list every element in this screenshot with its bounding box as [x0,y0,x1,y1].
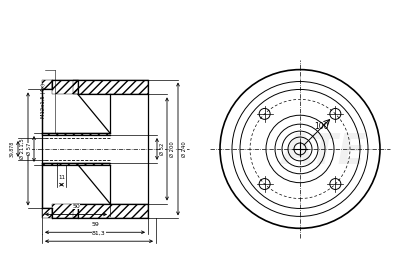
Text: 24.0220-0018.1   480019: 24.0220-0018.1 480019 [84,7,316,25]
Text: 59: 59 [91,222,99,227]
Text: 100: 100 [314,122,328,131]
Text: M12x1,5 (4x): M12x1,5 (4x) [40,83,46,118]
Text: Ø 240: Ø 240 [182,141,186,157]
Text: 81,3: 81,3 [92,231,106,236]
Text: 11: 11 [58,175,65,180]
Text: 39,878: 39,878 [10,141,14,157]
Text: Ø 57: Ø 57 [26,143,32,155]
Text: Ø 200: Ø 200 [170,141,174,157]
Text: ATE: ATE [282,131,367,173]
Text: Ø 52: Ø 52 [160,143,164,155]
Text: 50: 50 [72,205,80,209]
Text: Ø 211,5: Ø 211,5 [20,139,24,159]
